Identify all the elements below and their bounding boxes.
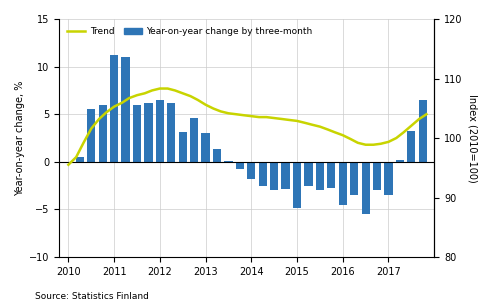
Bar [167,103,176,162]
Bar [270,162,278,190]
Bar [190,118,198,162]
Bar [304,162,313,186]
Bar [339,162,347,205]
Bar [350,162,358,195]
Bar [407,131,416,162]
Bar [99,105,107,162]
Y-axis label: Index (2010=100): Index (2010=100) [468,94,478,182]
Bar [236,162,244,170]
Bar [133,105,141,162]
Bar [282,162,290,188]
Bar [110,55,118,162]
Bar [293,162,301,208]
Bar [178,132,187,162]
Bar [361,162,370,214]
Bar [259,162,267,186]
Bar [247,162,255,179]
Y-axis label: Year-on-year change, %: Year-on-year change, % [15,80,25,196]
Bar [316,162,324,190]
Bar [202,133,210,162]
Bar [121,57,130,162]
Bar [327,162,335,188]
Bar [373,162,381,190]
Bar [87,109,95,162]
Bar [224,161,233,162]
Text: Source: Statistics Finland: Source: Statistics Finland [35,292,148,301]
Bar [213,149,221,162]
Bar [144,103,152,162]
Bar [156,100,164,162]
Bar [419,100,427,162]
Bar [396,160,404,162]
Legend: Trend, Year-on-year change by three-month: Trend, Year-on-year change by three-mont… [64,23,316,40]
Bar [76,157,84,162]
Bar [385,162,392,195]
